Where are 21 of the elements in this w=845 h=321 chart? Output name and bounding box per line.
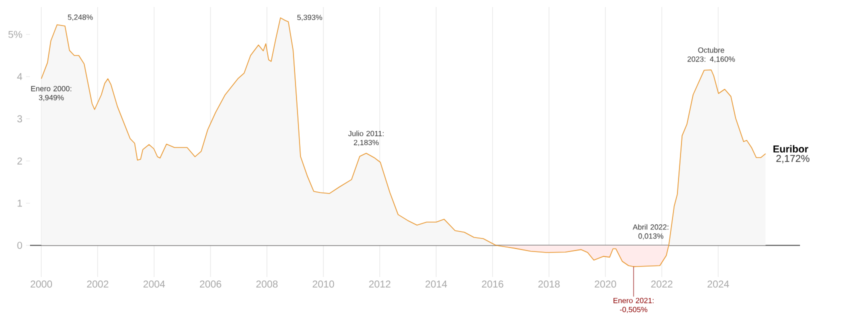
x-tick-label: 2002 (87, 280, 108, 288)
y-tick-label: 4 (17, 73, 22, 80)
x-tick-label: 2012 (369, 280, 390, 288)
x-tick-label: 2018 (538, 280, 560, 288)
y-tick-label: 1 (18, 200, 22, 207)
x-tick-label: 2016 (482, 280, 504, 288)
x-tick-label: 2022 (651, 280, 672, 288)
x-tick-label: 2010 (312, 280, 334, 288)
y-tick-label: 2 (17, 157, 22, 164)
x-tick-label: 2020 (594, 280, 616, 288)
y-tick-label: 5% (8, 30, 22, 38)
x-tick-label: 2014 (426, 280, 447, 288)
x-tick-label: 2008 (256, 280, 278, 288)
annotation: 2,172% (776, 154, 810, 164)
series-label: Euribor (773, 145, 808, 153)
x-tick-label: 2004 (143, 280, 165, 288)
x-tick-label: 2000 (30, 280, 52, 288)
x-tick-label: 2024 (708, 280, 730, 288)
x-tick-label: 2006 (200, 280, 222, 288)
y-tick-label: 3 (17, 115, 22, 122)
y-tick-label: 0 (17, 242, 22, 249)
